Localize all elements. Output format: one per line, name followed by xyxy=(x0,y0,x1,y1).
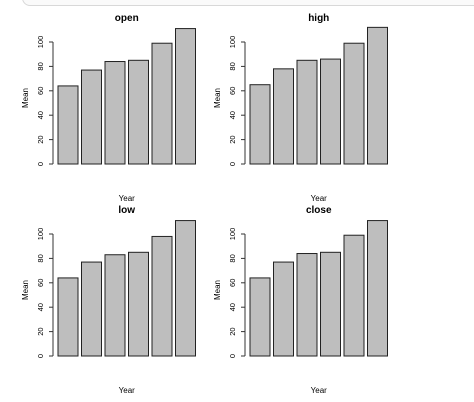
bar xyxy=(367,220,388,357)
y-tick-label: 80 xyxy=(228,62,237,70)
y-tick-label: 40 xyxy=(228,303,237,311)
x-axis-label: Year xyxy=(119,386,136,395)
bar xyxy=(320,251,341,357)
y-tick-label: 20 xyxy=(228,327,237,335)
y-tick-label: 40 xyxy=(36,303,45,311)
y-tick-label: 20 xyxy=(36,327,45,335)
y-tick-label: 20 xyxy=(36,135,45,143)
y-tick-label: 80 xyxy=(36,254,45,262)
bar xyxy=(273,68,294,165)
y-tick-label: 0 xyxy=(36,162,45,166)
y-tick-label: 60 xyxy=(228,279,237,287)
bar xyxy=(104,254,126,357)
panel-high: high 0 20 40 60 80 100 Mean Year xyxy=(213,13,388,203)
bar xyxy=(151,42,173,165)
chart-title: close xyxy=(306,205,332,216)
y-axis-label: Mean xyxy=(21,280,30,300)
bar xyxy=(57,85,79,165)
y-tick-label: 40 xyxy=(36,111,45,119)
bar xyxy=(81,69,102,165)
bar xyxy=(296,253,318,357)
bar xyxy=(249,277,271,357)
y-axis-label: Mean xyxy=(213,280,222,300)
bar xyxy=(296,59,318,165)
y-tick-label: 20 xyxy=(228,135,237,143)
bar xyxy=(128,251,149,357)
x-axis-label: Year xyxy=(311,386,328,395)
bar xyxy=(249,84,271,165)
y-tick-label: 100 xyxy=(36,228,45,241)
x-axis-label: Year xyxy=(119,194,136,203)
bar xyxy=(81,261,102,357)
bar xyxy=(343,42,365,165)
y-tick-label: 60 xyxy=(36,279,45,287)
bar xyxy=(175,220,196,357)
panel-close: close 0 20 40 60 80 100 Mean Year xyxy=(213,205,388,395)
y-tick-label: 0 xyxy=(228,162,237,166)
bar xyxy=(57,277,79,357)
chart-title: high xyxy=(308,13,329,24)
y-tick-label: 100 xyxy=(36,36,45,49)
panel-open: open 0 20 40 60 80 100 Mean Year xyxy=(21,13,196,203)
y-tick-label: 60 xyxy=(228,87,237,95)
panel-low: low 0 20 40 60 80 100 Mean Year xyxy=(21,205,196,395)
y-tick-label: 0 xyxy=(36,354,45,358)
y-tick-label: 100 xyxy=(228,36,237,49)
y-tick-label: 80 xyxy=(36,62,45,70)
y-tick-label: 60 xyxy=(36,87,45,95)
bar xyxy=(343,234,365,357)
bar xyxy=(128,59,149,165)
bar xyxy=(320,58,341,165)
bar xyxy=(151,235,173,357)
chart-title: low xyxy=(118,205,135,216)
y-tick-label: 0 xyxy=(228,354,237,358)
y-tick-label: 80 xyxy=(228,254,237,262)
bar xyxy=(104,61,126,165)
bar xyxy=(273,261,294,357)
bar xyxy=(367,26,388,165)
y-tick-label: 40 xyxy=(228,111,237,119)
y-axis-label: Mean xyxy=(213,88,222,108)
y-tick-label: 100 xyxy=(228,228,237,241)
x-axis-label: Year xyxy=(311,194,328,203)
chart-title: open xyxy=(115,13,139,24)
bar xyxy=(175,28,196,165)
y-axis-label: Mean xyxy=(21,88,30,108)
